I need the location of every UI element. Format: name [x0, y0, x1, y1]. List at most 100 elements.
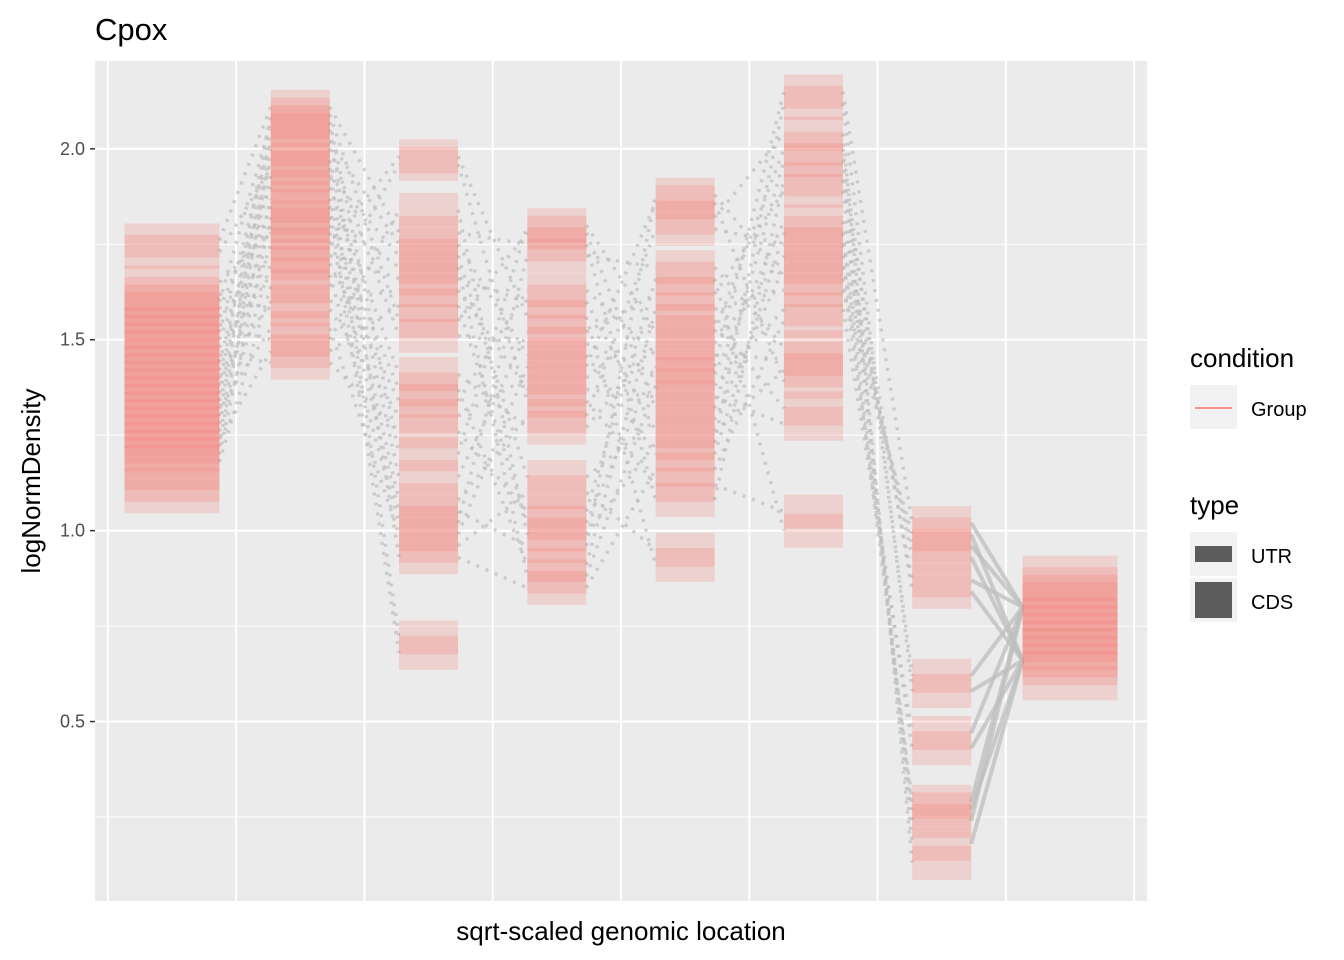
connector-line: [217, 243, 273, 402]
segment-bar-cds: [655, 483, 715, 518]
segment-bar-cds: [527, 494, 587, 529]
segment-bar-cds: [527, 238, 587, 273]
segment-bar-cds: [783, 273, 843, 308]
segment-bar-cds: [783, 238, 843, 273]
connector-line: [456, 491, 529, 548]
connector-line: [584, 353, 658, 456]
segment-bar-cds: [399, 288, 459, 323]
segment-bar-cds: [399, 227, 459, 262]
segment-bar-utr: [124, 345, 220, 380]
segment-bar-cds: [399, 399, 459, 434]
segment-bar-utr: [124, 383, 220, 418]
legend-key-cds: [1195, 582, 1232, 618]
connector-line: [217, 166, 273, 253]
segment-bar-cds: [655, 380, 715, 414]
segment-bar-utr: [124, 223, 220, 258]
segment-bar-cds: [399, 483, 459, 518]
segment-bar-cds: [912, 658, 972, 693]
segment-bar-utr: [1022, 567, 1118, 602]
segment-bar-cds: [783, 116, 843, 151]
segment-bar-cds: [912, 826, 972, 861]
segment-bar-cds: [399, 414, 459, 449]
segment-bar-cds: [912, 803, 972, 838]
segment-bar-cds: [655, 357, 715, 392]
segment-bar-cds: [399, 238, 459, 273]
segment-bar-utr: [124, 479, 220, 514]
segment-bar-cds: [270, 215, 330, 250]
segment-bar-cds: [783, 86, 843, 120]
segment-bar-utr: [124, 284, 220, 319]
y-tick-label: 0.5: [60, 712, 85, 732]
segment-bar-cds: [527, 284, 587, 319]
segment-bar-cds: [912, 674, 972, 708]
connector-line: [456, 430, 529, 513]
segment-bar-cds: [399, 383, 459, 418]
segment-bar-cds: [783, 341, 843, 376]
connector-line: [457, 555, 529, 590]
segment-bar-cds: [912, 792, 972, 827]
connector-line: [328, 163, 401, 288]
segment-bar-cds: [399, 635, 459, 670]
connector-line: [713, 148, 786, 333]
legend-label-utr: UTR: [1251, 546, 1292, 568]
segment-bar-cds: [783, 227, 843, 262]
segment-bar-cds: [527, 215, 587, 250]
connector-line: [585, 399, 657, 486]
segment-bar-utr: [124, 322, 220, 357]
segment-bar-cds: [655, 548, 715, 582]
segment-bar-cds: [655, 200, 715, 235]
segment-bar-cds: [527, 410, 587, 445]
segment-bar-cds: [655, 177, 715, 212]
y-axis-title: logNormDensity: [16, 389, 46, 574]
connector-line: [328, 216, 401, 269]
segment-bar-cds: [912, 506, 972, 540]
segment-bar-cds: [912, 517, 972, 552]
segment-bar-cds: [270, 238, 330, 273]
segment-bar-cds: [783, 353, 843, 388]
segment-bar-cds: [399, 192, 459, 227]
connector-line: [714, 483, 785, 514]
segment-bar-cds: [912, 716, 972, 750]
connector-line: [713, 319, 786, 471]
segment-bar-utr: [1022, 590, 1118, 624]
segment-bar-cds: [783, 406, 843, 441]
segment-bar-utr: [124, 376, 220, 411]
connector-line: [456, 255, 530, 524]
connector-line: [217, 198, 273, 425]
segment-bar-cds: [270, 105, 330, 140]
segment-bar-cds: [655, 315, 715, 350]
segment-bar-cds: [399, 540, 459, 575]
segment-bar-cds: [655, 276, 715, 311]
segment-bar-cds: [783, 513, 843, 548]
connector-line: [584, 468, 658, 589]
segment-bar-cds: [783, 204, 843, 239]
connector-line: [456, 372, 529, 429]
segment-bar-utr: [124, 437, 220, 472]
segment-bar-cds: [270, 181, 330, 216]
segment-bar-utr: [124, 368, 220, 403]
segment-bar-cds: [527, 273, 587, 308]
connector-lines: [217, 91, 1025, 863]
segment-bar-cds: [399, 273, 459, 308]
segment-bar-cds: [270, 322, 330, 357]
connector-line: [456, 243, 529, 356]
segment-bar-utr: [124, 353, 220, 388]
segment-bar-cds: [783, 303, 843, 338]
connector-line: [328, 198, 401, 501]
legend-type-title: type: [1190, 490, 1239, 520]
segment-bar-utr: [1022, 555, 1118, 590]
segment-bar-cds: [399, 250, 459, 285]
connector-line: [217, 106, 273, 242]
segment-bar-cds: [655, 185, 715, 220]
exon-segments: [124, 74, 1118, 880]
connector-line: [714, 288, 785, 311]
segment-bar-cds: [655, 414, 715, 449]
segment-bar-utr: [124, 456, 220, 491]
segment-bar-utr: [124, 307, 220, 342]
segment-bar-cds: [399, 437, 459, 472]
segment-bar-cds: [527, 372, 587, 407]
connector-line: [217, 140, 273, 333]
connector-line: [329, 254, 400, 281]
segment-bar-cds: [655, 467, 715, 502]
connector-line: [456, 289, 529, 391]
